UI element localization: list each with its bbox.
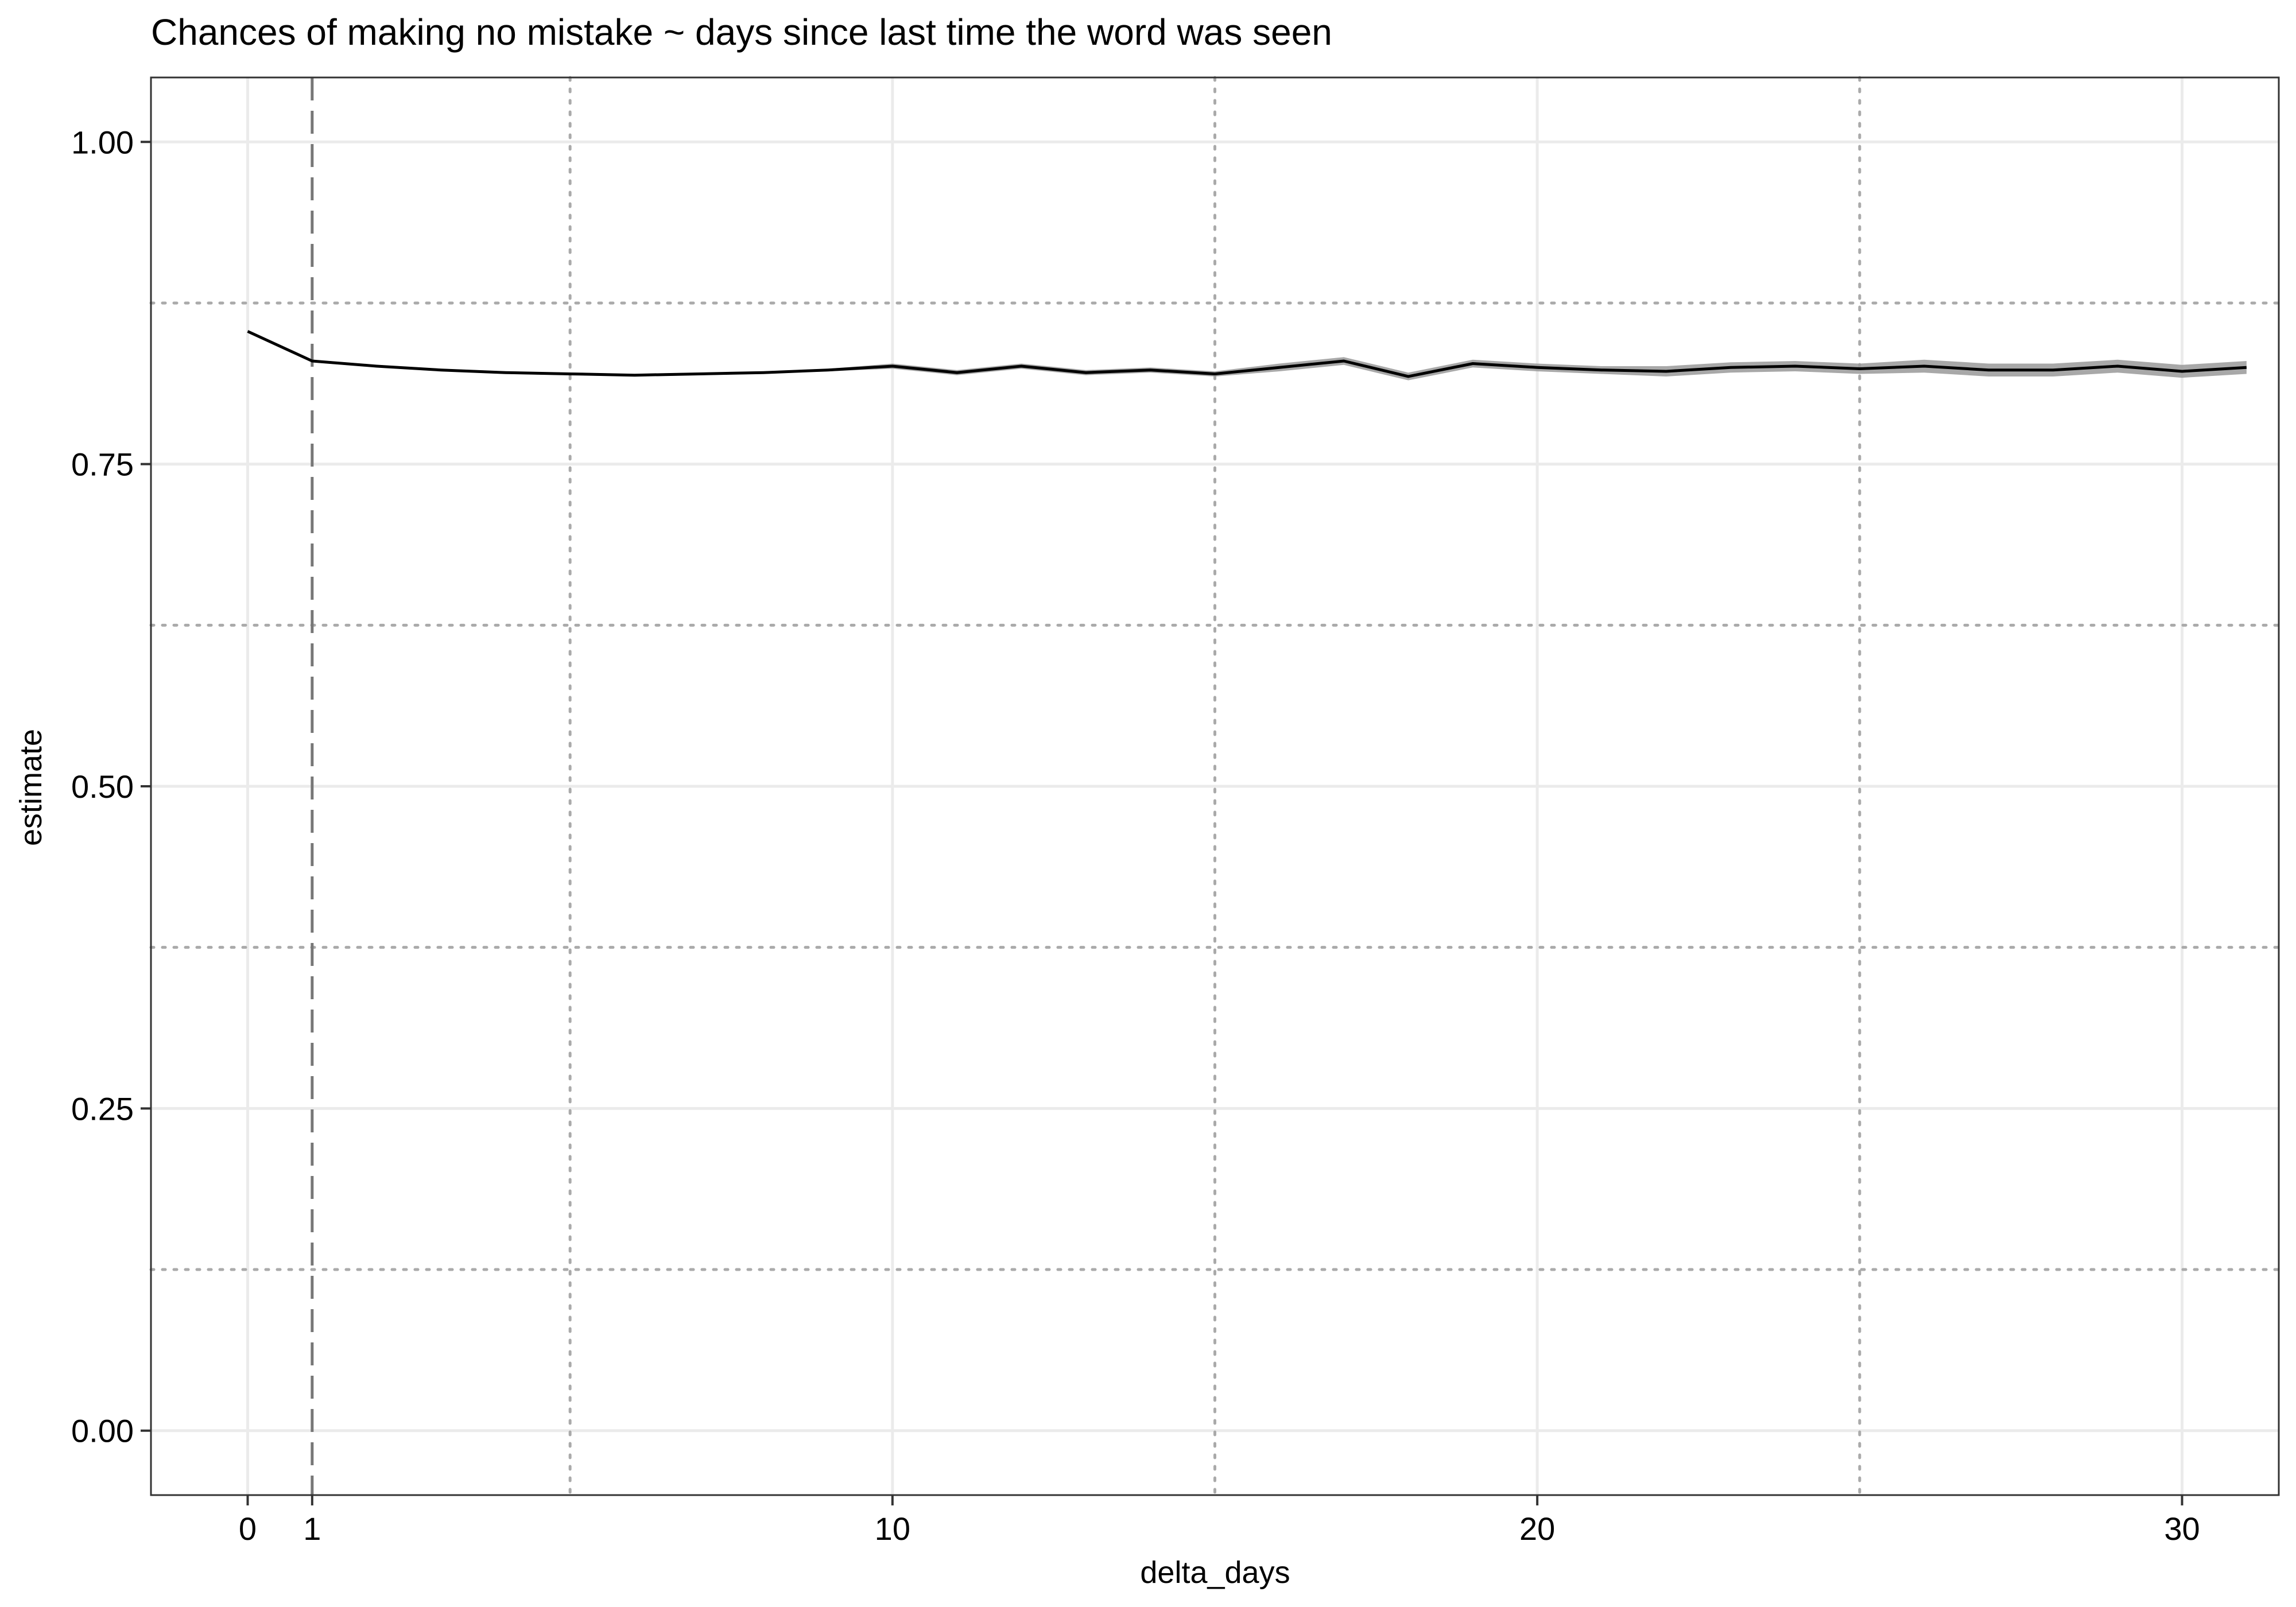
x-tick-label-20: 20 xyxy=(1519,1511,1555,1547)
x-tick-label-10: 10 xyxy=(875,1511,910,1547)
y-axis-ticks: 0.00 0.25 0.50 0.75 1.00 xyxy=(71,124,151,1449)
y-tick-label-2: 0.50 xyxy=(71,768,134,805)
estimate-line xyxy=(247,330,2247,378)
x-tick-label-1: 1 xyxy=(303,1511,321,1547)
x-axis-label: delta_days xyxy=(1140,1555,1290,1590)
x-tick-label-30: 30 xyxy=(2164,1511,2200,1547)
estimate-line-layer xyxy=(247,330,2247,378)
x-axis-ticks: 0 1 10 20 30 xyxy=(239,1495,2200,1547)
y-tick-label-1: 0.25 xyxy=(71,1090,134,1127)
y-tick-label-0: 0.00 xyxy=(71,1413,134,1449)
y-axis-label: estimate xyxy=(14,729,48,846)
reference-lines xyxy=(149,76,2281,1497)
y-tick-label-3: 0.75 xyxy=(71,447,134,483)
chart-title: Chances of making no mistake ~ days sinc… xyxy=(151,11,1332,53)
x-tick-label-0: 0 xyxy=(239,1511,257,1547)
y-tick-label-4: 1.00 xyxy=(71,124,134,160)
